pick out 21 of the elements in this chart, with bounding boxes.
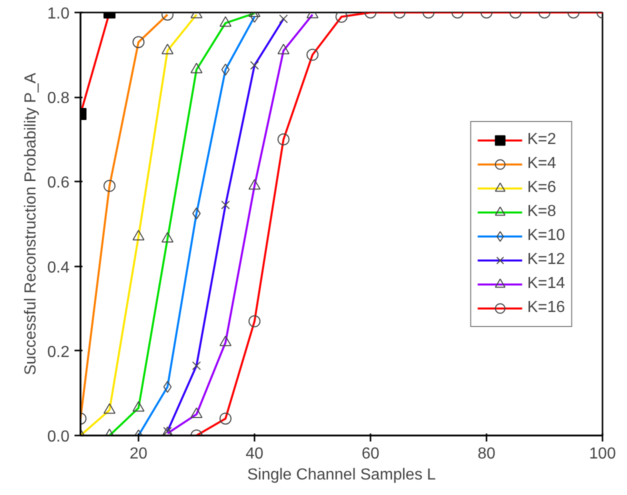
x-tick-label: 60 [362, 446, 380, 462]
x-tick-label: 100 [589, 446, 616, 462]
x-tick-label: 80 [478, 446, 496, 462]
y-tick-label: 1.0 [47, 6, 70, 22]
legend-label: K=16 [527, 298, 565, 318]
legend-label: K=6 [527, 178, 556, 198]
legend-label: K=4 [527, 154, 556, 174]
y-axis-title: Successful Reconstruction Probability P_A [22, 72, 40, 376]
y-tick-label: 0.6 [47, 174, 70, 192]
y-tick-label: 0.4 [47, 259, 70, 276]
x-tick-label: 20 [130, 446, 148, 462]
legend-label: K=10 [527, 226, 565, 246]
y-tick-label: 0.2 [47, 344, 70, 361]
legend-label: K=12 [527, 250, 565, 270]
legend-label: K=14 [527, 274, 565, 294]
x-axis-title: Single Channel Samples L [247, 466, 436, 484]
legend-label: K=2 [527, 130, 556, 150]
x-tick-label: 40 [246, 446, 264, 462]
y-tick-label: 0.0 [47, 428, 70, 446]
y-tick-label: 0.8 [47, 90, 70, 108]
legend-label: K=8 [527, 202, 556, 222]
